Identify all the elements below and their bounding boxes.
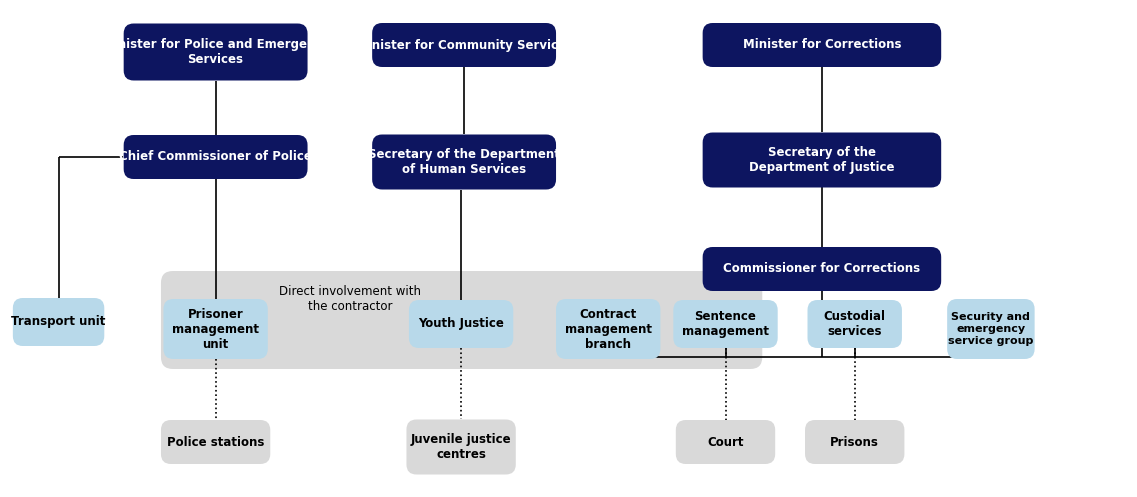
Text: Secretary of the Department
of Human Services: Secretary of the Department of Human Ser… [368, 148, 561, 176]
FancyBboxPatch shape [703, 133, 941, 187]
Text: Minister for Corrections: Minister for Corrections [742, 38, 902, 52]
Text: Minister for Police and Emergency
Services: Minister for Police and Emergency Servic… [101, 38, 330, 66]
Text: Prisons: Prisons [830, 435, 879, 448]
Text: Security and
emergency
service group: Security and emergency service group [948, 313, 1034, 345]
Text: Juvenile justice
centres: Juvenile justice centres [410, 433, 512, 461]
Text: Custodial
services: Custodial services [823, 310, 886, 338]
FancyBboxPatch shape [406, 419, 516, 475]
FancyBboxPatch shape [164, 299, 268, 359]
FancyBboxPatch shape [372, 135, 556, 189]
FancyBboxPatch shape [161, 271, 762, 369]
FancyBboxPatch shape [673, 300, 778, 348]
Text: Contract
management
branch: Contract management branch [565, 308, 652, 350]
Text: Chief Commissioner of Police: Chief Commissioner of Police [119, 151, 312, 164]
FancyBboxPatch shape [556, 299, 661, 359]
FancyBboxPatch shape [703, 247, 941, 291]
Text: Direct involvement with
the contractor: Direct involvement with the contractor [279, 285, 421, 313]
FancyBboxPatch shape [13, 298, 105, 346]
FancyBboxPatch shape [372, 23, 556, 67]
Text: Court: Court [707, 435, 744, 448]
Text: Secretary of the
Department of Justice: Secretary of the Department of Justice [749, 146, 895, 174]
FancyBboxPatch shape [947, 299, 1035, 359]
FancyBboxPatch shape [124, 23, 307, 81]
FancyBboxPatch shape [805, 420, 904, 464]
Text: Transport unit: Transport unit [11, 316, 106, 329]
Text: Youth Justice: Youth Justice [418, 318, 504, 331]
FancyBboxPatch shape [675, 420, 775, 464]
FancyBboxPatch shape [807, 300, 902, 348]
Text: Prisoner
management
unit: Prisoner management unit [172, 308, 259, 350]
Text: Police stations: Police stations [167, 435, 264, 448]
FancyBboxPatch shape [161, 420, 271, 464]
Text: Commissioner for Corrections: Commissioner for Corrections [723, 262, 921, 275]
FancyBboxPatch shape [124, 135, 307, 179]
FancyBboxPatch shape [409, 300, 513, 348]
FancyBboxPatch shape [703, 23, 941, 67]
Text: Minister for Community Services: Minister for Community Services [356, 38, 573, 52]
Text: Sentence
management: Sentence management [682, 310, 769, 338]
